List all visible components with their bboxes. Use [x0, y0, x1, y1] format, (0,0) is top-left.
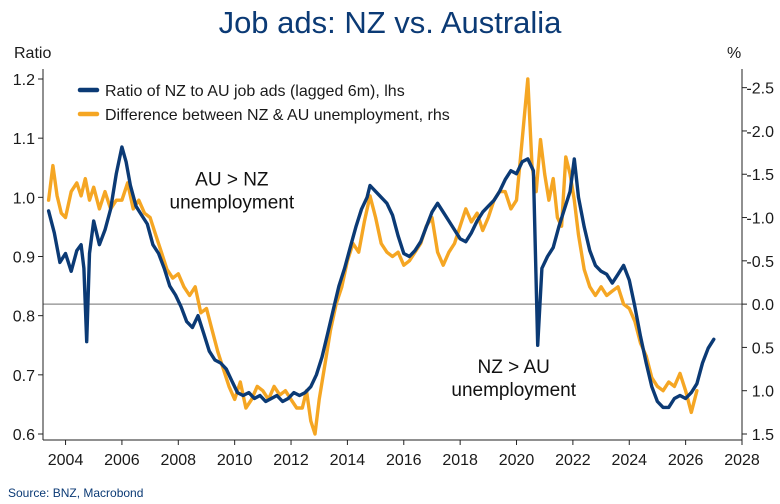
x-tick-label: 2026 [668, 452, 704, 469]
x-tick-label: 2022 [555, 452, 591, 469]
x-tick-label: 2008 [160, 452, 196, 469]
right-tick-label: -2.0 [746, 124, 774, 141]
legend-label: Ratio of NZ to AU job ads (lagged 6m), l… [105, 83, 405, 100]
annotation-line: unemployment [451, 380, 576, 401]
x-tick-label: 2016 [386, 452, 422, 469]
series-line-unemployment-difference [46, 77, 699, 436]
left-tick-label: 1.2 [13, 72, 35, 89]
x-tick-label: 2014 [330, 452, 366, 469]
left-tick-label: 0.8 [13, 309, 35, 326]
chart-title: Job ads: NZ vs. Australia [219, 5, 563, 40]
x-tick-label: 2020 [499, 452, 535, 469]
x-tick-label: 2006 [104, 452, 140, 469]
series-layer [46, 77, 716, 436]
left-axis-title: Ratio [14, 45, 51, 62]
axis-layer [38, 69, 747, 445]
series-line-nz-au-job-ads-ratio [46, 145, 716, 410]
annotation-line: NZ > AU [478, 357, 550, 378]
annotation-line: unemployment [170, 193, 295, 214]
x-tick-label: 2004 [48, 452, 84, 469]
right-tick-label: 0.0 [752, 297, 774, 314]
left-tick-label: 0.6 [13, 427, 35, 444]
source-note: Source: BNZ, Macrobond [8, 486, 143, 500]
right-tick-label: 0.5 [752, 340, 774, 357]
left-tick-label: 0.9 [13, 250, 35, 267]
right-axis-title: % [727, 45, 741, 62]
tick-label-layer: 0.6 0.7 0.8 0.9 1.0 1.1 1.2 -2.5 -2.0 -1.5 -1.0 -0.… [13, 72, 774, 469]
x-tick-label: 2018 [442, 452, 478, 469]
left-tick-label: 0.7 [13, 368, 35, 385]
legend: Ratio of NZ to AU job ads (lagged 6m), l… [77, 83, 450, 124]
right-tick-label: -2.5 [746, 81, 774, 98]
x-tick-label: 2012 [273, 452, 309, 469]
annotation-line: AU > NZ [195, 170, 269, 191]
left-tick-label: 1.1 [13, 131, 35, 148]
right-tick-label: -1.0 [746, 211, 774, 228]
annotation-text: AU > NZ unemployment [170, 170, 295, 214]
right-tick-label: 1.5 [752, 427, 774, 444]
right-tick-label: -1.5 [746, 167, 774, 184]
left-tick-label: 1.0 [13, 190, 35, 207]
annotation-text: NZ > AU unemployment [451, 357, 576, 401]
x-tick-label: 2010 [217, 452, 253, 469]
right-tick-label: 1.0 [752, 384, 774, 401]
legend-label: Difference between NZ & AU unemployment,… [105, 107, 450, 124]
x-tick-label: 2028 [724, 452, 760, 469]
x-tick-label: 2024 [611, 452, 647, 469]
right-tick-label: -0.5 [746, 254, 774, 271]
